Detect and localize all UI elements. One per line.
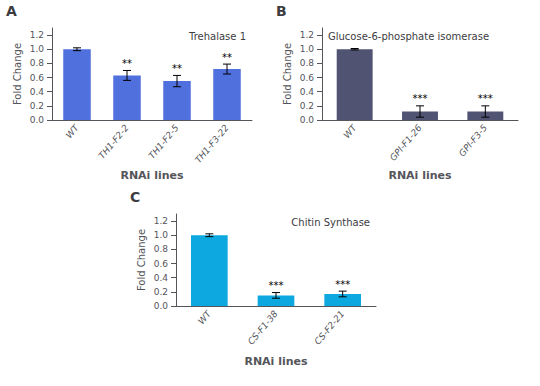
svg-text:CS-F1-38: CS-F1-38 xyxy=(246,309,280,347)
svg-text:0.6: 0.6 xyxy=(154,259,169,269)
svg-text:Chitin Synthase: Chitin Synthase xyxy=(291,217,370,228)
svg-text:**: ** xyxy=(222,52,232,63)
svg-text:0.4: 0.4 xyxy=(30,87,45,97)
svg-text:***: *** xyxy=(413,93,428,104)
svg-text:CS-F2-21: CS-F2-21 xyxy=(312,309,346,347)
svg-text:WT: WT xyxy=(196,308,214,327)
svg-text:1.0: 1.0 xyxy=(154,230,169,240)
svg-text:A: A xyxy=(6,3,17,19)
svg-text:RNAi lines: RNAi lines xyxy=(244,355,308,368)
svg-text:0.6: 0.6 xyxy=(30,73,45,83)
svg-text:GPI-F3-5: GPI-F3-5 xyxy=(457,123,489,159)
svg-text:RNAi lines: RNAi lines xyxy=(120,169,184,182)
svg-text:0.6: 0.6 xyxy=(300,73,315,83)
svg-text:Fold Change: Fold Change xyxy=(282,43,293,105)
svg-text:TH1-F2-2: TH1-F2-2 xyxy=(97,123,131,161)
svg-text:B: B xyxy=(276,3,287,19)
svg-text:GPI-F1-26: GPI-F1-26 xyxy=(388,123,424,163)
svg-text:0.8: 0.8 xyxy=(30,58,45,68)
svg-text:RNAi lines: RNAi lines xyxy=(388,169,452,182)
svg-text:1.0: 1.0 xyxy=(30,44,45,54)
svg-text:0.2: 0.2 xyxy=(30,101,44,111)
svg-text:1.2: 1.2 xyxy=(30,30,44,40)
svg-text:**: ** xyxy=(122,58,132,69)
svg-text:**: ** xyxy=(172,63,182,74)
svg-text:0.4: 0.4 xyxy=(154,273,169,283)
svg-text:0.2: 0.2 xyxy=(300,101,314,111)
svg-text:C: C xyxy=(130,189,140,205)
svg-text:***: *** xyxy=(335,279,350,290)
svg-text:Glucose-6-phosphate isomerase: Glucose-6-phosphate isomerase xyxy=(328,31,489,42)
svg-text:TH1-F2-5: TH1-F2-5 xyxy=(147,123,181,161)
svg-text:Fold Change: Fold Change xyxy=(12,43,23,105)
svg-text:***: *** xyxy=(478,93,493,104)
svg-text:***: *** xyxy=(269,280,284,291)
svg-text:0.0: 0.0 xyxy=(300,115,315,125)
svg-text:1.2: 1.2 xyxy=(154,216,168,226)
svg-text:0.2: 0.2 xyxy=(154,287,168,297)
svg-text:TH1-F3-22: TH1-F3-22 xyxy=(193,123,231,166)
svg-text:0.8: 0.8 xyxy=(300,58,315,68)
svg-text:0.8: 0.8 xyxy=(154,244,169,254)
svg-text:0.4: 0.4 xyxy=(300,87,315,97)
svg-text:WT: WT xyxy=(342,122,360,141)
svg-text:0.0: 0.0 xyxy=(154,301,169,311)
svg-text:0.0: 0.0 xyxy=(30,115,45,125)
svg-text:WT: WT xyxy=(64,122,82,141)
svg-text:1.2: 1.2 xyxy=(300,30,314,40)
svg-text:Fold Change: Fold Change xyxy=(136,229,147,291)
svg-text:1.0: 1.0 xyxy=(300,44,315,54)
svg-text:Trehalase 1: Trehalase 1 xyxy=(188,31,246,42)
